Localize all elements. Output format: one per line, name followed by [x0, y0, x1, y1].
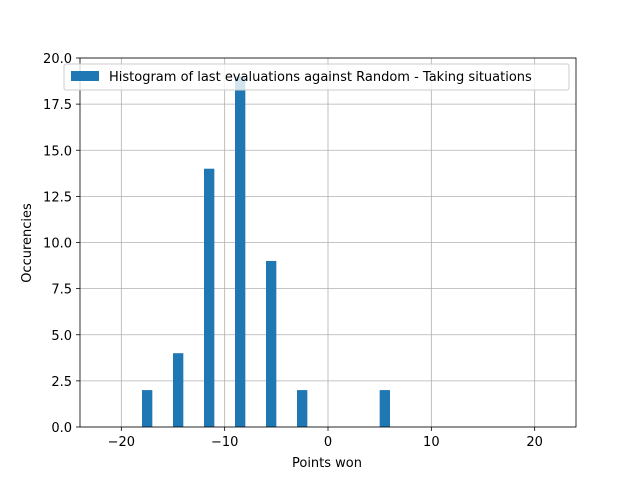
x-tick-label: 20	[526, 435, 543, 450]
y-tick-label: 7.5	[51, 283, 72, 298]
grid-lines	[80, 57, 576, 428]
y-tick-label: 5.0	[51, 329, 72, 344]
x-tick-label: −10	[211, 435, 238, 450]
histogram-bar	[379, 390, 390, 427]
y-tick-label: 0.0	[51, 421, 72, 436]
x-tick-label: −20	[108, 435, 135, 450]
y-tick-label: 20.0	[43, 52, 72, 67]
y-axis-ticks: 0.0 2.5 5.0 7.5 10.0 12.5 15.0 17.5 20.0	[43, 52, 80, 436]
y-tick-label: 2.5	[51, 375, 72, 390]
histogram-bar	[142, 390, 153, 427]
histogram-bar	[235, 76, 246, 427]
histogram-bar	[266, 260, 277, 427]
y-tick-label: 12.5	[43, 190, 72, 205]
y-tick-label: 10.0	[43, 237, 72, 252]
x-tick-label: 0	[324, 435, 332, 450]
histogram-bar	[297, 390, 308, 427]
y-tick-label: 17.5	[43, 98, 72, 113]
x-tick-label: 10	[423, 435, 440, 450]
y-tick-label: 15.0	[43, 144, 72, 159]
legend: Histogram of last evaluations against Ra…	[63, 63, 570, 91]
bars-group	[142, 76, 390, 427]
legend-box	[63, 63, 570, 91]
legend-swatch	[71, 71, 99, 81]
histogram-bar	[204, 168, 215, 427]
x-axis-label: Points won	[292, 456, 362, 471]
histogram-bar	[173, 353, 184, 427]
x-axis-ticks: −20 −10 0 10 20	[108, 427, 543, 450]
legend-label: Histogram of last evaluations against Ra…	[109, 70, 532, 85]
y-axis-label: Occurencies	[20, 203, 35, 283]
